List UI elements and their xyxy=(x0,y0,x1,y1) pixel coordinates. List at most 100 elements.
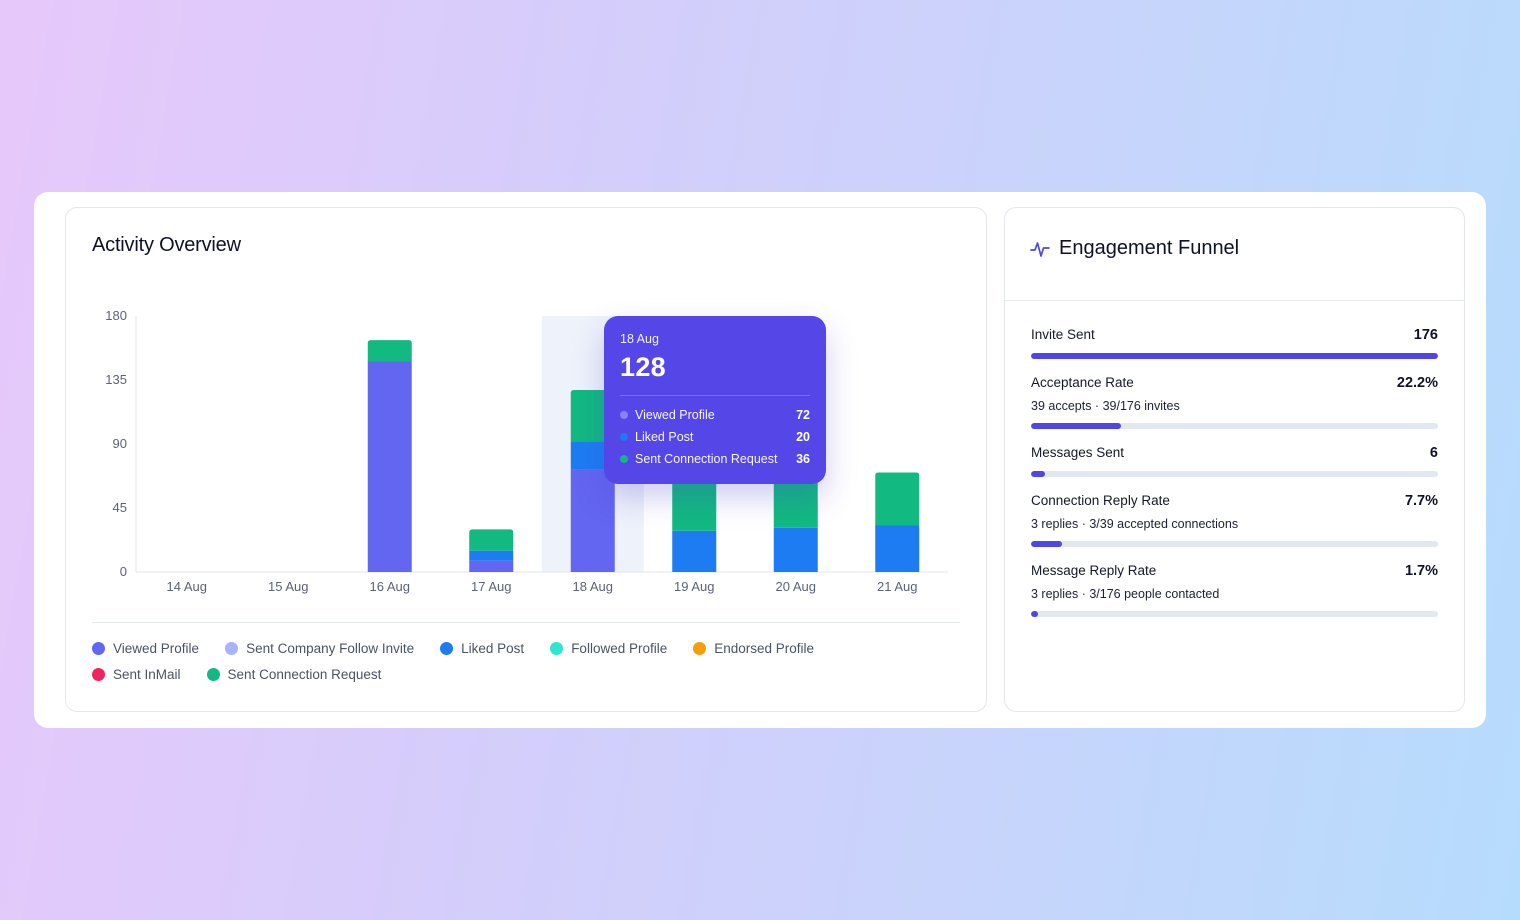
legend-dot xyxy=(206,667,220,681)
progress-fill xyxy=(1031,611,1038,617)
tooltip-divider xyxy=(620,395,810,396)
engagement-funnel-card: Engagement Funnel Invite Sent 176 Acceptan… xyxy=(1004,207,1465,712)
legend-label: Followed Profile xyxy=(571,640,668,656)
legend-dot xyxy=(225,641,239,655)
bar-segment-sent-connection-request xyxy=(773,475,818,528)
x-tick-label: 14 Aug xyxy=(167,579,208,594)
progress-fill xyxy=(1031,353,1438,359)
legend-label: Sent Connection Request xyxy=(227,666,382,682)
tooltip-value: 72 xyxy=(796,408,810,422)
x-tick-label: 19 Aug xyxy=(674,579,715,594)
tooltip-row-left: Sent Connection Request xyxy=(620,452,777,466)
tooltip-dot xyxy=(620,455,628,463)
activity-chart: 0 45 90 135 180 14 Aug 15 Aug 16 Aug 17 Aug 18 Au… xyxy=(105,308,948,594)
metric-label: Acceptance Rate xyxy=(1031,375,1134,390)
legend-item[interactable]: Viewed Profile xyxy=(92,640,199,656)
legend-item[interactable]: Sent Company Follow Invite xyxy=(225,640,414,656)
bar-segment-liked-post xyxy=(672,530,717,572)
bar-segment-viewed-profile xyxy=(367,361,412,572)
bar-segment-liked-post xyxy=(875,525,920,572)
tooltip-row: Viewed Profile 72 xyxy=(620,404,810,426)
metric-subtext: 39 accepts · 39/176 invites xyxy=(1031,399,1180,413)
progress-track xyxy=(1031,541,1438,547)
bar-segment-viewed-profile xyxy=(570,469,615,572)
tooltip-label: Sent Connection Request xyxy=(635,452,778,466)
metric-header: Messages Sent 6 xyxy=(1031,445,1438,461)
legend-dot xyxy=(92,641,105,655)
tooltip-label: Liked Post xyxy=(635,430,694,444)
chart-legend: Viewed Profile Sent Company Follow Invite… xyxy=(92,640,892,682)
metric-header: Invite Sent 176 xyxy=(1031,327,1438,343)
legend-item[interactable]: Endorsed Profile xyxy=(693,640,814,656)
progress-track xyxy=(1031,471,1438,477)
metric-header: Message Reply Rate 1.7% xyxy=(1031,563,1438,579)
legend-label: Endorsed Profile xyxy=(714,640,815,656)
legend-label: Sent InMail xyxy=(113,666,181,682)
metric-value: 1.7% xyxy=(1404,563,1438,579)
legend-label: Liked Post xyxy=(461,640,525,656)
x-tick-label: 17 Aug xyxy=(471,579,512,594)
metric-label: Message Reply Rate xyxy=(1031,563,1157,578)
metric-label: Invite Sent xyxy=(1031,327,1095,342)
progress-track xyxy=(1031,611,1438,617)
metric-value: 22.2% xyxy=(1396,375,1438,391)
tooltip-dot xyxy=(620,411,628,419)
x-tick-label: 18 Aug xyxy=(573,579,614,594)
legend-dot xyxy=(440,641,454,655)
progress-track xyxy=(1031,423,1438,429)
tooltip-row: Sent Connection Request 36 xyxy=(620,448,810,470)
funnel-title: Engagement Funnel xyxy=(1059,237,1240,259)
legend-dot xyxy=(550,641,564,655)
x-tick-label: 15 Aug xyxy=(268,579,309,594)
progress-track xyxy=(1031,353,1438,359)
metric-label: Connection Reply Rate xyxy=(1031,493,1170,508)
bar-segment-sent-connection-request xyxy=(570,389,615,442)
x-tick-label: 21 Aug xyxy=(877,579,918,594)
chart-tooltip: 18 Aug 128 Viewed Profile 72 Liked Post 20 S… xyxy=(604,316,826,484)
progress-fill xyxy=(1031,423,1122,429)
progress-fill xyxy=(1031,471,1045,477)
metric-header: Connection Reply Rate 7.7% xyxy=(1031,493,1438,509)
metric-acceptance-rate: Acceptance Rate 22.2% 39 accepts · 39/176 … xyxy=(1031,375,1438,429)
bar-segment-liked-post xyxy=(773,527,818,572)
funnel-header: Engagement Funnel xyxy=(1005,208,1464,301)
legend-divider xyxy=(92,622,960,623)
metric-message-reply-rate: Message Reply Rate 1.7% 3 replies · 3/176 … xyxy=(1031,563,1438,617)
activity-overview-title: Activity Overview xyxy=(92,234,241,256)
dashboard-panel: Activity Overview 0 45 90 135 180 14 Aug 15 Au… xyxy=(34,192,1486,728)
metric-messages-sent: Messages Sent 6 xyxy=(1031,445,1438,477)
legend-item[interactable]: Followed Profile xyxy=(550,640,667,656)
bar-segment-liked-post xyxy=(469,550,514,561)
bar-segment-sent-connection-request xyxy=(875,472,920,526)
y-tick-label: 0 xyxy=(120,564,127,579)
tooltip-value: 20 xyxy=(796,430,810,444)
metric-value: 176 xyxy=(1413,327,1438,343)
bar-segment-viewed-profile xyxy=(469,560,514,572)
x-tick-label: 20 Aug xyxy=(776,579,817,594)
tooltip-row-left: Liked Post xyxy=(620,430,693,444)
legend-item[interactable]: Sent Connection Request xyxy=(206,666,382,682)
bar-segment-sent-connection-request xyxy=(367,340,412,362)
bar-segment-sent-connection-request xyxy=(672,479,717,531)
tooltip-label: Viewed Profile xyxy=(635,408,715,422)
progress-fill xyxy=(1031,541,1063,547)
y-tick-label: 45 xyxy=(113,500,127,515)
metric-header: Acceptance Rate 22.2% xyxy=(1031,375,1438,391)
pulse-icon xyxy=(1030,242,1050,257)
legend-item[interactable]: Sent InMail xyxy=(92,666,181,682)
legend-item[interactable]: Liked Post xyxy=(440,640,524,656)
tooltip-dot xyxy=(620,433,628,441)
metric-value: 7.7% xyxy=(1404,493,1438,509)
metric-subtext: 3 replies · 3/176 people contacted xyxy=(1031,587,1220,601)
activity-overview-card: Activity Overview 0 45 90 135 180 14 Aug 15 Au… xyxy=(65,207,987,712)
tooltip-total: 128 xyxy=(620,352,666,382)
legend-label: Sent Company Follow Invite xyxy=(246,640,415,656)
bar-segment-sent-connection-request xyxy=(469,529,514,551)
tooltip-date: 18 Aug xyxy=(620,332,659,346)
metric-invite-sent: Invite Sent 176 xyxy=(1031,327,1438,359)
metric-value: 6 xyxy=(1429,445,1438,461)
y-tick-label: 90 xyxy=(113,436,127,451)
legend-label: Viewed Profile xyxy=(113,640,200,656)
y-tick-label: 135 xyxy=(105,372,127,387)
metric-connection-reply-rate: Connection Reply Rate 7.7% 3 replies · 3/3… xyxy=(1031,493,1438,547)
